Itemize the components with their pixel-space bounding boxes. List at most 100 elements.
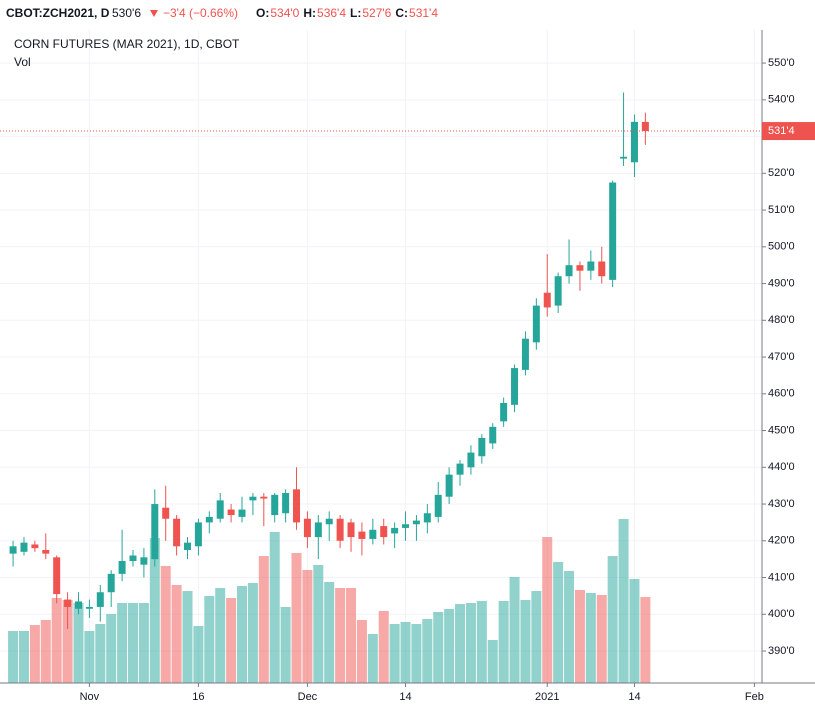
candle-body xyxy=(282,493,290,514)
symbol: CBOT:ZCH2021, D xyxy=(6,6,110,20)
volume-label: Vol xyxy=(14,55,31,69)
candle-body xyxy=(630,121,638,163)
candle-body xyxy=(53,557,61,595)
volume-bar xyxy=(237,586,248,683)
candle-body xyxy=(620,156,628,159)
candle-body xyxy=(543,292,551,308)
volume-bar xyxy=(378,611,389,683)
y-tick-label: 470'0 xyxy=(768,351,795,363)
volume-bar xyxy=(215,588,226,683)
candle-body xyxy=(314,522,322,538)
volume-bar xyxy=(8,631,19,683)
y-tick-label: 420'0 xyxy=(768,535,795,547)
candle-body xyxy=(162,507,170,519)
candle-body xyxy=(576,265,584,271)
candle-body xyxy=(74,601,82,609)
x-tick-label: Feb xyxy=(745,691,764,703)
volume-bar xyxy=(302,570,313,683)
candle-body xyxy=(249,496,257,501)
candle-body xyxy=(369,529,377,539)
ohlc-label: O: xyxy=(256,6,269,20)
y-tick-label: 460'0 xyxy=(768,388,795,400)
volume-bar xyxy=(455,604,466,683)
x-tick-label: 2021 xyxy=(535,691,559,703)
candle-body xyxy=(511,368,519,405)
candle-body xyxy=(391,527,399,534)
volume-bar xyxy=(193,626,204,683)
volume-bar xyxy=(640,597,651,683)
candle-body xyxy=(31,544,39,549)
volume-bar xyxy=(574,590,585,683)
candle-body xyxy=(609,182,617,280)
volume-bar xyxy=(444,609,455,683)
candle-body xyxy=(260,496,268,499)
volume-bar xyxy=(18,631,29,683)
ohlc: O: 534'0 H: 536'4 L: 527'6 C: 531'4 xyxy=(256,6,438,20)
last-price: 530'6 xyxy=(112,6,141,20)
volume-bar xyxy=(400,622,411,683)
volume-bar xyxy=(411,624,422,683)
candle-body xyxy=(227,509,235,516)
ohlc-value: 531'4 xyxy=(409,6,438,20)
candle-body xyxy=(380,526,388,538)
volume-bar xyxy=(40,620,51,683)
candle-body xyxy=(500,402,508,422)
volume-bar xyxy=(204,596,215,683)
volume-bar xyxy=(476,601,487,683)
volume-bar xyxy=(51,598,62,683)
y-tick-label: 400'0 xyxy=(768,608,795,620)
ohlc-label: H: xyxy=(303,6,316,20)
candle-layer xyxy=(0,92,762,629)
candle-body xyxy=(641,121,649,132)
candle-body xyxy=(434,494,442,517)
volume-bar xyxy=(138,603,149,683)
candle-body xyxy=(184,542,192,550)
candle-body xyxy=(587,261,595,271)
candle-body xyxy=(521,338,529,370)
candle-body xyxy=(467,452,475,468)
candle-body xyxy=(42,549,50,554)
x-tick-label: 14 xyxy=(399,691,411,703)
candle-body xyxy=(456,463,464,475)
candle-body xyxy=(118,560,126,574)
candle-body xyxy=(478,437,486,457)
volume-bar xyxy=(29,625,40,683)
candle-body xyxy=(445,474,453,497)
volume-bar xyxy=(422,619,433,683)
volume-bar xyxy=(62,600,73,683)
volume-bar xyxy=(291,553,302,683)
volume-bar xyxy=(596,595,607,683)
volume-bar xyxy=(509,577,520,683)
volume-bar xyxy=(127,603,138,683)
volume-bar xyxy=(487,640,498,683)
volume-bar xyxy=(280,607,291,683)
candle-body xyxy=(85,606,93,609)
x-tick-label: Dec xyxy=(298,691,318,703)
y-tick-label: 490'0 xyxy=(768,277,795,289)
candle-body xyxy=(412,520,420,525)
volume-bar xyxy=(182,591,193,683)
candle-body xyxy=(565,265,573,277)
volume-bar xyxy=(531,591,542,683)
candle-body xyxy=(238,509,246,517)
candle-body xyxy=(129,555,137,561)
volume-bar xyxy=(607,556,618,683)
volume-bar xyxy=(84,631,95,683)
candle-body xyxy=(194,522,202,547)
y-tick-label: 410'0 xyxy=(768,571,795,583)
volume-bar xyxy=(269,532,280,683)
candle-body xyxy=(358,531,366,539)
volume-bar xyxy=(542,537,553,683)
x-tick-label: 14 xyxy=(628,691,640,703)
candle-body xyxy=(107,573,115,593)
candle-body xyxy=(271,494,279,516)
y-tick-label: 550'0 xyxy=(768,57,795,69)
volume-bar xyxy=(73,603,84,683)
ohlc-label: L: xyxy=(350,6,361,20)
volume-bar xyxy=(553,562,564,683)
y-tick-label: 540'0 xyxy=(768,94,795,106)
volume-bar xyxy=(160,566,171,683)
candle-body xyxy=(96,592,104,607)
volume-bar xyxy=(335,588,346,683)
